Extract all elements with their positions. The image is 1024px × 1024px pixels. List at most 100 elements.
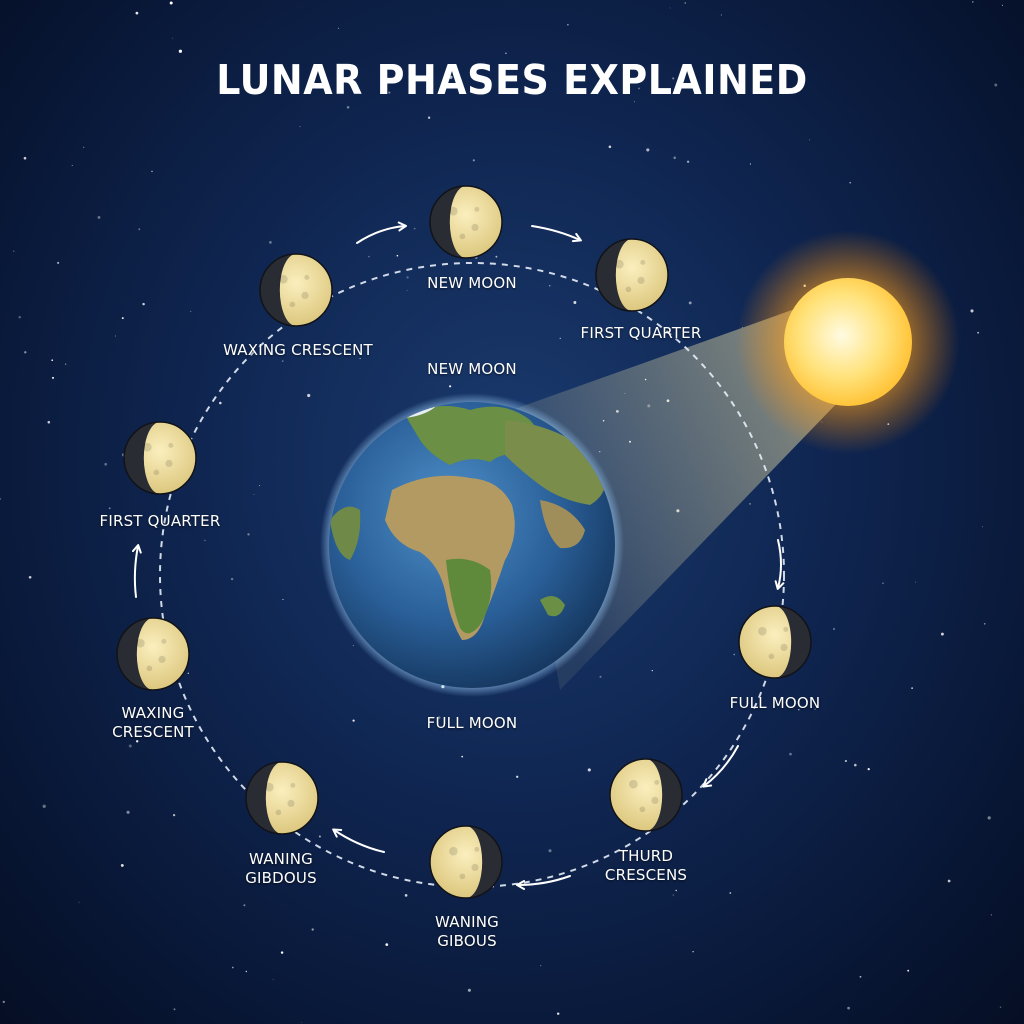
- star: [749, 163, 751, 165]
- star: [437, 716, 441, 720]
- star: [280, 951, 284, 954]
- star: [1001, 4, 1004, 6]
- star: [396, 254, 399, 257]
- star: [151, 170, 153, 173]
- arrow-icon: [332, 828, 385, 853]
- star: [121, 317, 124, 320]
- star: [231, 966, 234, 969]
- moon-icon: [429, 185, 503, 259]
- star: [404, 894, 408, 897]
- label-left-first-quarter: FIRST QUARTER: [99, 512, 221, 530]
- star: [352, 719, 355, 722]
- star: [814, 708, 816, 710]
- arrow-icon: [516, 875, 571, 890]
- moon-icon: [123, 421, 197, 495]
- star: [388, 91, 391, 94]
- star: [2, 1000, 6, 1004]
- star: [672, 77, 675, 80]
- star: [638, 87, 640, 90]
- moon-icon: [595, 238, 669, 312]
- orbit-path: [159, 262, 785, 888]
- star: [318, 835, 321, 838]
- star: [573, 301, 577, 304]
- star: [307, 393, 311, 398]
- label-line: THURD: [618, 847, 674, 865]
- sun-icon: [736, 230, 960, 454]
- moon-icon: [116, 617, 190, 691]
- star: [798, 709, 800, 711]
- star: [187, 672, 189, 674]
- moon-icon: [429, 825, 503, 899]
- star: [51, 359, 54, 362]
- star: [272, 978, 274, 980]
- star: [97, 215, 101, 219]
- star: [599, 675, 602, 678]
- star: [23, 156, 27, 160]
- star: [64, 363, 67, 365]
- star: [867, 767, 870, 771]
- star: [57, 261, 60, 264]
- star: [299, 126, 301, 128]
- label-line: GIBDOUS: [245, 869, 317, 887]
- arrow-icon: [774, 539, 785, 590]
- star: [385, 943, 389, 946]
- arrow-icon: [531, 225, 582, 243]
- star: [882, 582, 884, 584]
- star: [104, 462, 108, 466]
- star: [406, 276, 409, 279]
- star: [172, 813, 176, 817]
- star: [135, 11, 139, 15]
- star: [427, 116, 431, 119]
- star: [178, 49, 183, 53]
- star: [71, 164, 73, 166]
- star: [47, 420, 51, 424]
- star: [982, 526, 983, 528]
- label-line: WAXING: [121, 704, 185, 722]
- star: [247, 533, 250, 536]
- page-title: LUNAR PHASES EXPLAINED: [216, 56, 808, 104]
- star: [138, 228, 141, 231]
- star: [940, 632, 944, 636]
- moon-icon: [738, 605, 812, 679]
- label-line: GIBOUS: [437, 932, 497, 950]
- star: [692, 951, 694, 953]
- arrow-icon: [356, 221, 407, 244]
- star: [190, 310, 192, 312]
- star: [83, 146, 85, 148]
- star: [540, 965, 542, 967]
- label-bottom-waning-gibbous: WANING GIBOUS: [435, 913, 499, 951]
- label-line: CRESCENT: [112, 723, 194, 741]
- star: [173, 1008, 176, 1011]
- star: [999, 1006, 1002, 1009]
- star: [108, 507, 111, 510]
- star: [994, 83, 998, 87]
- star: [253, 494, 255, 495]
- star: [686, 160, 690, 163]
- star: [204, 539, 206, 542]
- star: [633, 101, 636, 103]
- star: [849, 181, 852, 184]
- orbit-arrows: [131, 221, 785, 890]
- star: [311, 928, 314, 931]
- star: [505, 52, 507, 55]
- star: [24, 351, 27, 354]
- star: [301, 1022, 302, 1023]
- star: [983, 622, 986, 625]
- arrow-icon: [702, 745, 739, 788]
- star: [439, 942, 441, 944]
- moon-icon: [259, 253, 333, 327]
- star: [359, 358, 361, 359]
- star: [172, 37, 174, 39]
- label-line: WANING: [435, 913, 499, 931]
- star: [970, 309, 974, 313]
- star: [78, 901, 80, 903]
- star: [854, 763, 857, 767]
- star: [832, 627, 836, 631]
- star: [495, 255, 498, 258]
- earth-icon: [320, 393, 624, 697]
- star: [733, 653, 735, 656]
- star: [977, 331, 980, 334]
- star: [688, 301, 692, 305]
- star: [907, 969, 910, 972]
